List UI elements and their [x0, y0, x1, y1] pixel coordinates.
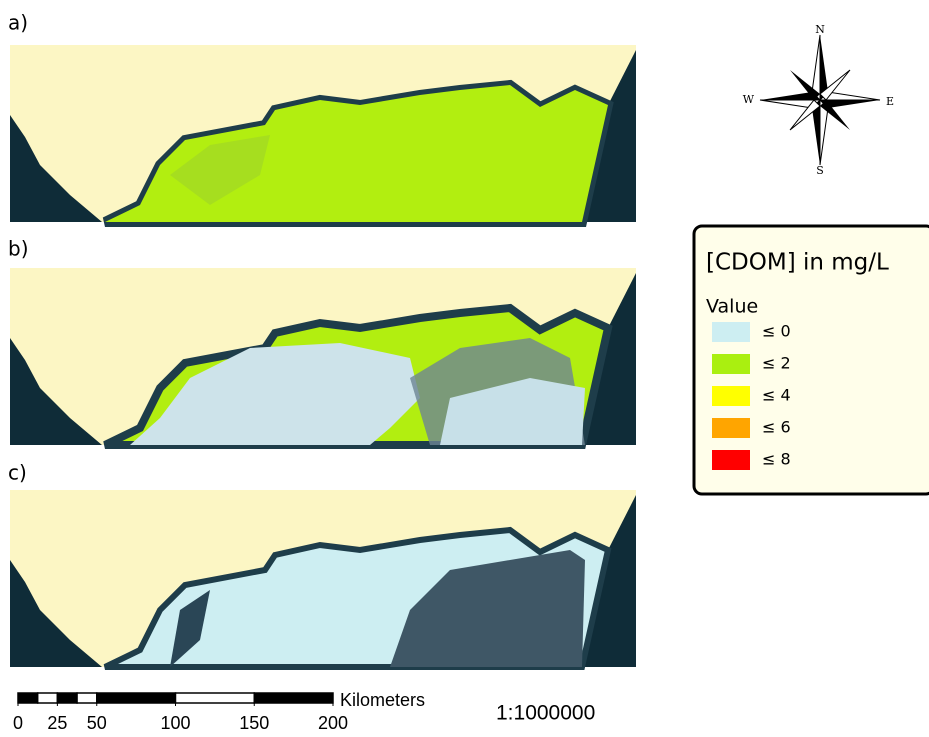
scale-tick-label: 150 — [239, 713, 269, 733]
scale-segment — [176, 693, 255, 703]
scale-tick-label: 100 — [160, 713, 190, 733]
compass-label: E — [886, 95, 894, 108]
scale-segment — [57, 693, 77, 703]
scale-tick-label: 0 — [13, 713, 23, 733]
scale-ratio: 1:1000000 — [496, 702, 595, 725]
panel-label: c) — [8, 461, 27, 485]
panel-label: b) — [8, 237, 29, 261]
scale-segment — [254, 693, 333, 703]
legend-label: ≤ 4 — [762, 386, 791, 405]
scale-segment — [97, 693, 176, 703]
legend-subtitle: Value — [706, 296, 758, 318]
legend-swatch — [712, 354, 750, 374]
legend-label: ≤ 0 — [762, 322, 791, 341]
page: a) b) c) N S E W [CDOM] in mg/L — [0, 0, 929, 737]
compass-label: N — [815, 23, 825, 36]
legend: [CDOM] in mg/L Value ≤ 0 ≤ 2 ≤ 4 ≤ 6 ≤ 8 — [694, 226, 929, 494]
scale-segment — [38, 693, 58, 703]
figure: a) b) c) N S E W [CDOM] in mg/L — [0, 0, 929, 737]
scale-segment — [18, 693, 38, 703]
map-panel — [10, 45, 636, 222]
legend-label: ≤ 8 — [762, 450, 791, 469]
map-panel — [10, 268, 636, 445]
north-arrow: N S E W — [743, 23, 894, 177]
scale-tick-label: 50 — [87, 713, 107, 733]
legend-swatch — [712, 386, 750, 406]
scale-tick-label: 200 — [318, 713, 348, 733]
legend-label: ≤ 2 — [762, 354, 791, 373]
legend-title: [CDOM] in mg/L — [706, 250, 889, 276]
compass-label: W — [743, 93, 755, 106]
scale-tick-label: 25 — [47, 713, 67, 733]
map-panel — [10, 490, 636, 667]
scale-unit: Kilometers — [340, 690, 425, 710]
panel-label: a) — [8, 11, 28, 35]
scale-bar: Kilometers 1:1000000 0 25 50 100 150 200 — [13, 690, 595, 733]
compass-label: S — [816, 164, 824, 177]
legend-swatch — [712, 450, 750, 470]
legend-swatch — [712, 322, 750, 342]
legend-label: ≤ 6 — [762, 418, 791, 437]
legend-swatch — [712, 418, 750, 438]
scale-segment — [77, 693, 97, 703]
